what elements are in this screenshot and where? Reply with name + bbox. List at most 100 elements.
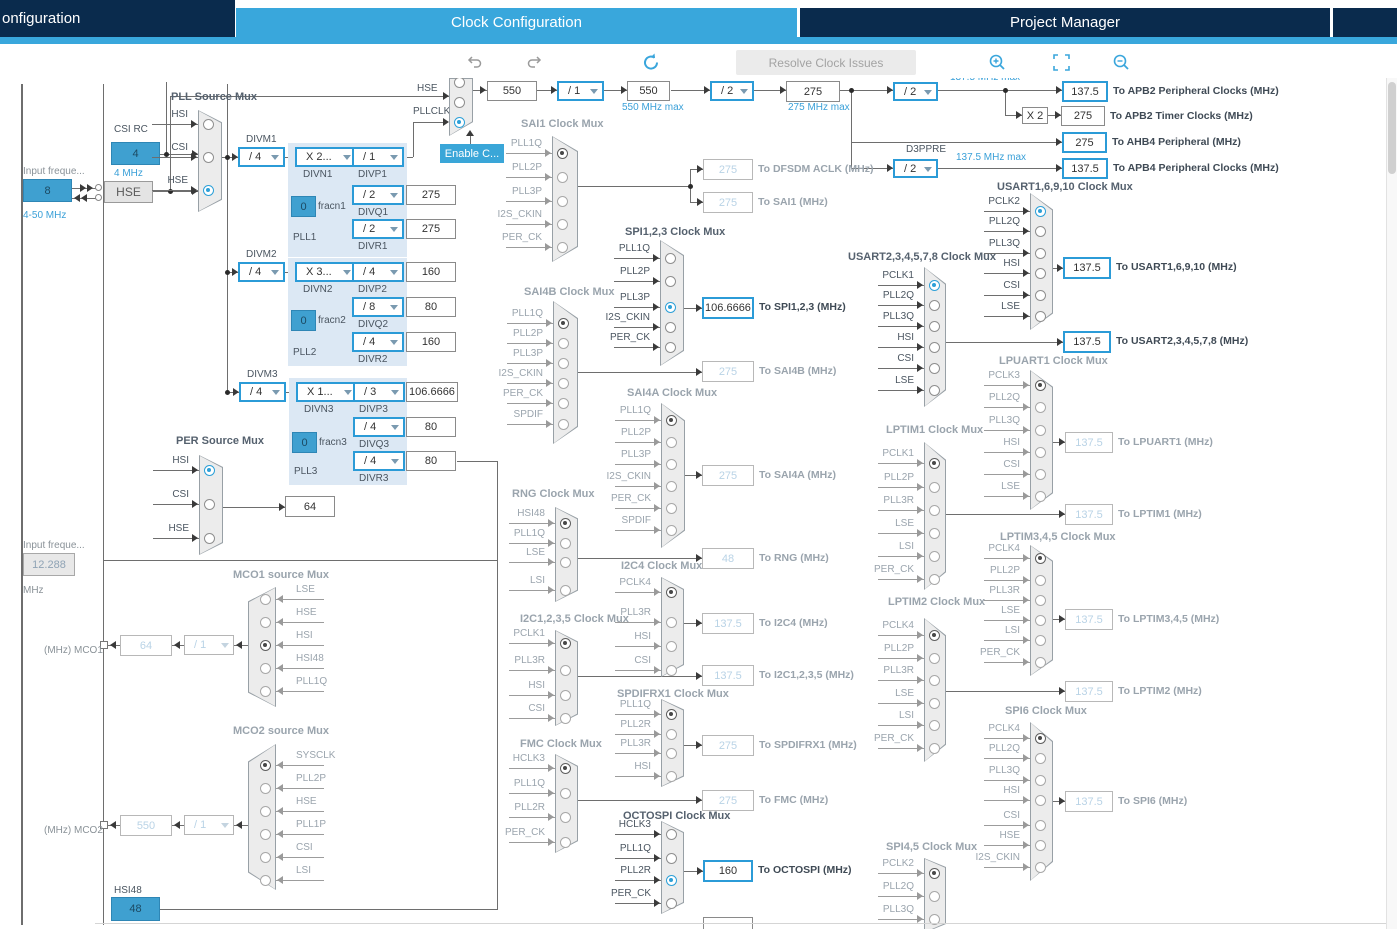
mco1-source-mux-input-radio-1[interactable] (260, 617, 271, 628)
i2c1235-clock-mux-input-radio-1[interactable] (560, 665, 571, 676)
spdifrx1-clock-mux-input-radio-0[interactable] (666, 709, 677, 720)
lptim345-clock-mux-input-radio-0[interactable] (1035, 553, 1046, 564)
rng-clock-mux-input-radio-1[interactable] (560, 538, 571, 549)
divq3-dropdown[interactable]: / 4 (353, 417, 405, 437)
per-source-mux-input-radio-1[interactable] (204, 499, 215, 510)
apb2-presc-dropdown[interactable]: / 2 (893, 82, 938, 101)
fracn1-value-box[interactable]: 0 (291, 196, 316, 217)
sai4b-clock-mux-input-radio-4[interactable] (558, 398, 569, 409)
rng-clock-mux-input-radio-3[interactable] (560, 585, 571, 596)
spi6-clock-mux-input-radio-1[interactable] (1035, 753, 1046, 764)
mco2-source-mux-input-radio-1[interactable] (260, 783, 271, 794)
redo-icon[interactable] (526, 55, 543, 70)
divq2-dropdown[interactable]: / 8 (352, 297, 404, 317)
usart2-clock-mux-input-radio-4[interactable] (929, 363, 940, 374)
pll-source-mux-input-radio-0[interactable] (203, 119, 214, 130)
lptim1-clock-mux-input-radio-2[interactable] (929, 505, 940, 516)
sai4b-clock-mux-input-radio-2[interactable] (558, 358, 569, 369)
lptim2-clock-mux-input-radio-2[interactable] (929, 675, 940, 686)
apb4-periph-value-box[interactable]: 137.5 (1062, 158, 1108, 179)
lptim2-clock-mux-input-radio-3[interactable] (929, 698, 940, 709)
system-clock-mux-input-radio-1[interactable] (454, 97, 465, 108)
input-freq-hse-value-box[interactable]: 8 (23, 179, 72, 202)
pll-source-mux-input-radio-1[interactable] (203, 152, 214, 163)
lpuart1-clock-mux-input-radio-2[interactable] (1035, 425, 1046, 436)
divp3-dropdown[interactable]: / 3 (353, 382, 405, 402)
hsi48-source-value-box[interactable]: 48 (111, 897, 160, 921)
usart2-clock-mux-input-radio-0[interactable] (929, 280, 940, 291)
fmc-clock-mux-input-radio-2[interactable] (560, 812, 571, 823)
usart2-clock-mux-input-radio-1[interactable] (929, 300, 940, 311)
d3ppre-dropdown[interactable]: / 2 (893, 159, 938, 178)
mco1-source-mux-input-radio-4[interactable] (260, 686, 271, 697)
resolve-clock-issues-button[interactable]: Resolve Clock Issues (736, 50, 916, 75)
spi123-clock-mux-input-radio-2[interactable] (665, 302, 676, 313)
spdifrx1-clock-mux-input-radio-3[interactable] (666, 771, 677, 782)
spi6-clock-mux-input-radio-0[interactable] (1035, 733, 1046, 744)
divm1-dropdown[interactable]: / 4 (238, 147, 285, 167)
divn2-dropdown[interactable]: X 3... (295, 262, 357, 282)
rng-clock-mux-input-radio-2[interactable] (560, 557, 571, 568)
fit-screen-icon[interactable] (1052, 53, 1071, 72)
divr1-dropdown[interactable]: / 2 (352, 219, 404, 239)
usart2-clock-mux-input-radio-2[interactable] (929, 321, 940, 332)
mco1-source-mux-input-radio-0[interactable] (260, 594, 271, 605)
divn1-dropdown[interactable]: X 2... (295, 147, 357, 167)
lptim2-clock-mux-input-radio-5[interactable] (929, 743, 940, 754)
vertical-scrollbar-thumb[interactable] (1388, 82, 1396, 174)
octospi-clock-mux-input-radio-1[interactable] (666, 853, 677, 864)
per-source-mux-input-radio-2[interactable] (204, 533, 215, 544)
mco2-source-mux-input-radio-3[interactable] (260, 829, 271, 840)
tab-pinout-configuration[interactable]: onfiguration (0, 0, 235, 37)
spi123-clock-mux-input-radio-4[interactable] (665, 342, 676, 353)
lptim1-clock-mux-input-radio-4[interactable] (929, 551, 940, 562)
sai4a-clock-mux-input-radio-0[interactable] (666, 415, 677, 426)
sai4b-clock-mux-input-radio-0[interactable] (558, 318, 569, 329)
tab-project-manager[interactable]: Project Manager (800, 8, 1330, 37)
lptim1-clock-mux-input-radio-3[interactable] (929, 528, 940, 539)
lptim345-clock-mux-input-radio-3[interactable] (1035, 615, 1046, 626)
mco2-div-dropdown[interactable]: / 1 (184, 815, 234, 835)
lpuart1-clock-mux-input-radio-5[interactable] (1035, 491, 1046, 502)
fracn3-value-box[interactable]: 0 (292, 432, 317, 453)
lptim2-clock-mux-input-radio-4[interactable] (929, 720, 940, 731)
ahb4-periph-value-box[interactable]: 275 (1062, 132, 1107, 153)
divn3-dropdown[interactable]: X 1... (296, 382, 358, 402)
lptim345-clock-mux-input-radio-5[interactable] (1035, 657, 1046, 668)
lpuart1-clock-mux-input-radio-1[interactable] (1035, 402, 1046, 413)
mco2-source-mux-input-radio-5[interactable] (260, 875, 271, 886)
octospi-clock-mux-input-radio-0[interactable] (666, 829, 677, 840)
octospi-clock-mux-input-radio-3[interactable] (666, 898, 677, 909)
spi123-clock-mux-input-radio-0[interactable] (665, 253, 676, 264)
spi6-clock-mux-input-radio-2[interactable] (1035, 775, 1046, 786)
tab-clock-configuration[interactable]: Clock Configuration (236, 8, 797, 37)
per-source-mux-input-radio-0[interactable] (204, 465, 215, 476)
spi45-clock-mux-input-radio-2[interactable] (929, 914, 940, 925)
usart1-clock-mux-input-radio-5[interactable] (1035, 311, 1046, 322)
sai1-clock-mux-input-radio-0[interactable] (557, 148, 568, 159)
mco1-source-mux-input-radio-2[interactable] (260, 640, 271, 651)
lpuart1-clock-mux-input-radio-0[interactable] (1035, 380, 1046, 391)
divq1-dropdown[interactable]: / 2 (352, 185, 404, 205)
divm2-dropdown[interactable]: / 4 (238, 262, 285, 282)
usart2-clock-mux-input-radio-3[interactable] (929, 342, 940, 353)
lptim2-clock-mux-input-radio-1[interactable] (929, 653, 940, 664)
divp2-dropdown[interactable]: / 4 (352, 262, 404, 282)
zoom-out-icon[interactable] (1112, 53, 1131, 72)
sai4b-clock-mux-input-radio-1[interactable] (558, 338, 569, 349)
sai4a-clock-mux-input-radio-1[interactable] (666, 437, 677, 448)
usart1-clock-mux-input-radio-0[interactable] (1035, 206, 1046, 217)
fmc-clock-mux-input-radio-0[interactable] (560, 763, 571, 774)
lptim345-clock-mux-input-radio-2[interactable] (1035, 595, 1046, 606)
usart1-out-value-box[interactable]: 137.5 (1063, 257, 1111, 279)
mco1-div-dropdown[interactable]: / 1 (184, 635, 234, 655)
sai4a-clock-mux-input-radio-2[interactable] (666, 459, 677, 470)
spi123-clock-mux-input-radio-1[interactable] (665, 276, 676, 287)
octospi-clock-mux-input-radio-2[interactable] (666, 875, 677, 886)
lptim345-clock-mux-input-radio-1[interactable] (1035, 575, 1046, 586)
mco2-source-mux-input-radio-2[interactable] (260, 806, 271, 817)
spdifrx1-clock-mux-input-radio-1[interactable] (666, 729, 677, 740)
divr2-dropdown[interactable]: / 4 (352, 332, 404, 352)
spi6-clock-mux-input-radio-5[interactable] (1035, 840, 1046, 851)
lptim1-clock-mux-input-radio-1[interactable] (929, 482, 940, 493)
